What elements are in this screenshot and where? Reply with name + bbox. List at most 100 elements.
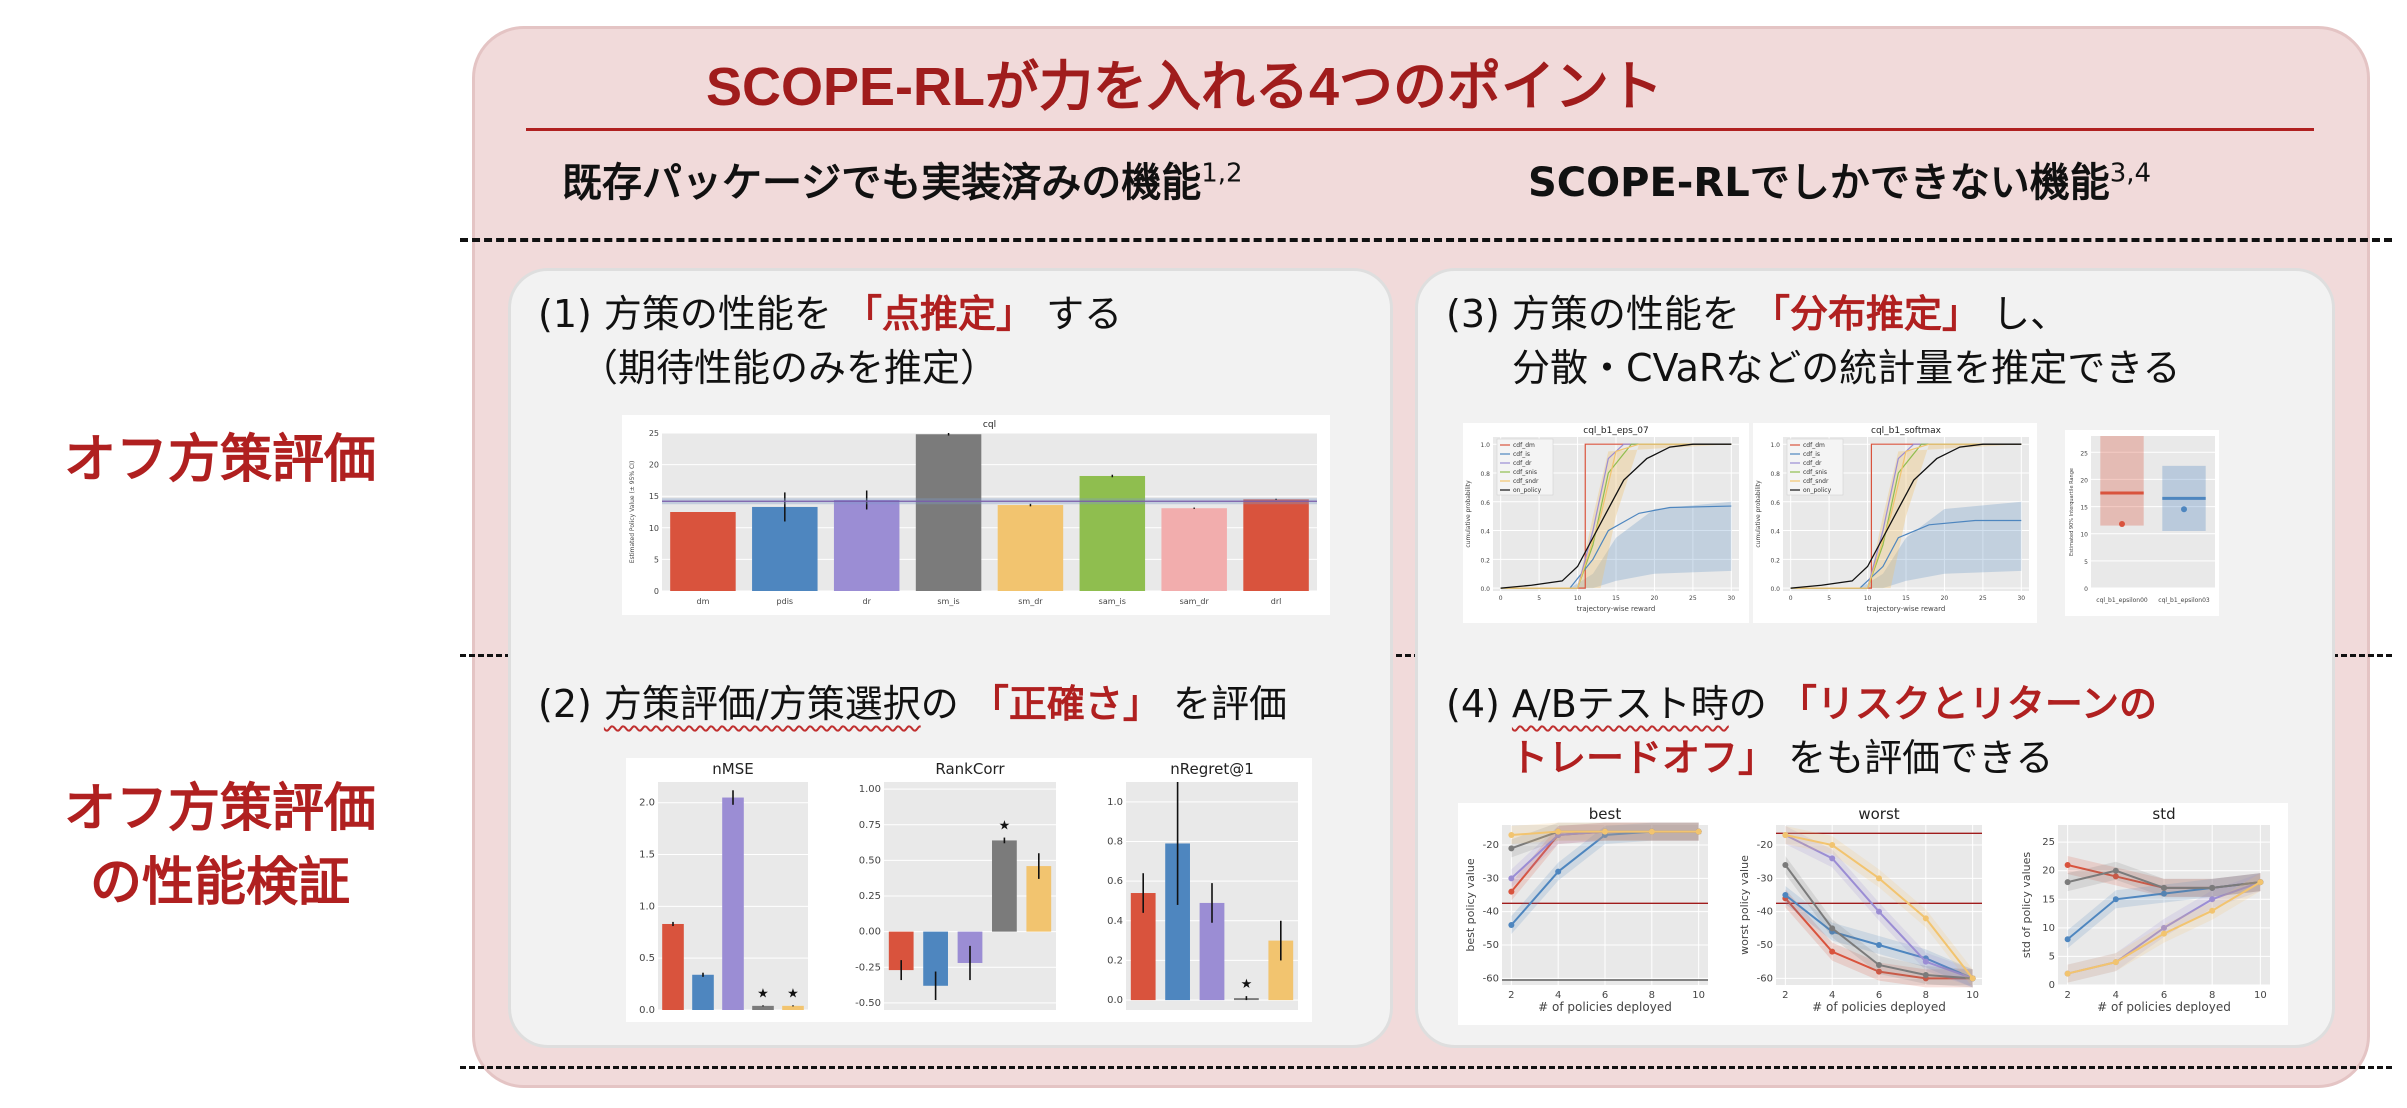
data-point: [2112, 959, 2119, 966]
y-tick-label: 0: [2084, 586, 2088, 593]
bar: [1243, 499, 1309, 591]
confidence-band: [1859, 501, 2022, 589]
chart-title: RankCorr: [935, 760, 1005, 778]
data-point: [2112, 867, 2119, 874]
bar: [670, 512, 736, 591]
y-tick-label: 0: [2049, 980, 2055, 991]
y-tick-label: 0.2: [1107, 955, 1123, 966]
data-point: [1695, 828, 1702, 835]
y-tick-label: -20: [1757, 840, 1773, 851]
best-marker: ★: [787, 986, 799, 1001]
chart-nregret: nRegret@1 0.0 0.2 0.4 0.6 0.8 1.0 ★: [1107, 760, 1298, 1010]
x-tick-label: 6: [1602, 990, 1608, 1001]
bar: [1161, 508, 1227, 591]
x-tick-label: 15: [1612, 595, 1620, 602]
series-line-on-policy: [1500, 443, 1732, 589]
legend-entry: cdf_sndr: [1513, 478, 1539, 485]
x-tick-label: 4: [1829, 990, 1835, 1001]
x-axis-label: trajectory-wise reward: [1577, 605, 1656, 613]
y-axis-label: worst policy value: [1738, 855, 1751, 955]
x-tick-label: 20: [1651, 595, 1659, 602]
bar: [662, 923, 684, 1010]
legend-box: [1786, 438, 1844, 496]
divider-top: [460, 238, 2392, 242]
x-tick-label: 4: [1555, 990, 1561, 1001]
bar: [833, 499, 900, 591]
column-header-existing: 既存パッケージでも実装済みの機能1,2: [562, 158, 1243, 206]
y-axis-label: Estimated Policy Value (± 95% CI): [629, 461, 636, 564]
y-tick-label: -20: [1483, 840, 1499, 851]
y-tick-label: 0.2: [1480, 557, 1490, 564]
y-tick-label: 0.00: [859, 927, 881, 938]
x-tick-label: sam_dr: [1180, 597, 1210, 606]
y-tick-label: 20: [649, 461, 659, 470]
chart-cdf-softmax: cql_b1_softmax 0.0 0.2 0.4 0.6 0.8 1.0 0 5 10 15 20…: [1753, 423, 2037, 623]
y-tick-label: 25: [649, 429, 659, 438]
data-point: [1602, 828, 1608, 835]
y-tick-label: 0.75: [859, 820, 881, 831]
y-tick-label: 0.0: [1480, 586, 1490, 593]
x-tick-label: 0: [1499, 595, 1503, 602]
x-tick-label: 2: [1782, 990, 1788, 1001]
data-point: [1876, 875, 1882, 882]
point-estimate: [2119, 520, 2125, 527]
data-point: [2112, 896, 2119, 903]
y-tick-label: -50: [1757, 940, 1773, 951]
x-tick-label: 10: [1574, 595, 1582, 602]
x-tick-label: drl: [1271, 597, 1282, 606]
legend-entry: cdf_snis: [1513, 469, 1537, 476]
x-tick-label: 5: [1537, 595, 1541, 602]
chart-title: nMSE: [712, 760, 753, 778]
data-point: [2064, 879, 2071, 886]
bar: [992, 840, 1017, 932]
y-tick-label: 1.0: [1480, 442, 1490, 449]
data-point: [2161, 884, 2167, 891]
y-tick-label: 0.5: [639, 953, 655, 964]
y-tick-label: 15: [2042, 894, 2055, 905]
card4-subtext: トレードオフ」 をも評価できる: [1510, 736, 2054, 780]
data-point: [2112, 873, 2119, 880]
confidence-band: [1867, 444, 2022, 589]
x-tick-label: cql_b1_epsilon03: [2158, 597, 2210, 604]
data-point: [1829, 855, 1836, 862]
data-point: [2064, 862, 2071, 868]
legend: cdf_dm cdf_is cdf_dr cdf_snis cdf_sndr on_pol…: [1496, 438, 1554, 496]
x-tick-label: 0: [1789, 595, 1793, 602]
data-point: [2209, 884, 2216, 891]
bar: [692, 974, 714, 1010]
confidence-band: [1577, 444, 1732, 589]
x-axis-label: # of policies deployed: [2097, 1000, 2231, 1014]
data-point: [2257, 879, 2264, 886]
y-tick-label: 0.0: [1770, 586, 1780, 593]
y-tick-label: -40: [1483, 907, 1499, 918]
chart-title: std: [2152, 805, 2175, 823]
x-tick-label: 6: [1876, 990, 1882, 1001]
legend-box: [1496, 438, 1554, 496]
y-tick-label: 10: [2080, 532, 2088, 539]
x-tick-label: 4: [2113, 990, 2119, 1001]
x-tick-label: 30: [1727, 595, 1735, 602]
data-point: [1922, 915, 1929, 922]
confidence-band: [1785, 826, 1973, 988]
x-tick-label: dm: [697, 597, 710, 606]
legend-entry: cdf_dr: [1513, 460, 1532, 467]
data-point: [1876, 942, 1882, 948]
y-tick-label: 25: [2042, 837, 2055, 848]
data-point: [1782, 892, 1789, 898]
x-tick-label: 8: [2209, 990, 2215, 1001]
y-tick-label: -60: [1757, 973, 1773, 984]
plot-area: [2091, 436, 2215, 588]
y-axis-label: cumulative probability: [1465, 480, 1472, 548]
bar: [782, 1005, 804, 1010]
bar: [752, 1005, 774, 1010]
legend-entry: cdf_dm: [1803, 442, 1825, 449]
point-estimate: [2181, 506, 2187, 513]
x-tick-label: 25: [1979, 595, 1987, 602]
best-marker: ★: [757, 986, 769, 1001]
data-point: [2161, 924, 2167, 931]
chart-cql-bar: cql 0 5 10 15 20 25 Estimated Policy Value (± 9…: [622, 415, 1330, 615]
data-point: [1648, 828, 1655, 835]
x-tick-label: 25: [1689, 595, 1697, 602]
column-header-scope-rl-only: SCOPE-RLでしかできない機能3,4: [1528, 158, 2152, 206]
data-point: [1922, 958, 1929, 965]
